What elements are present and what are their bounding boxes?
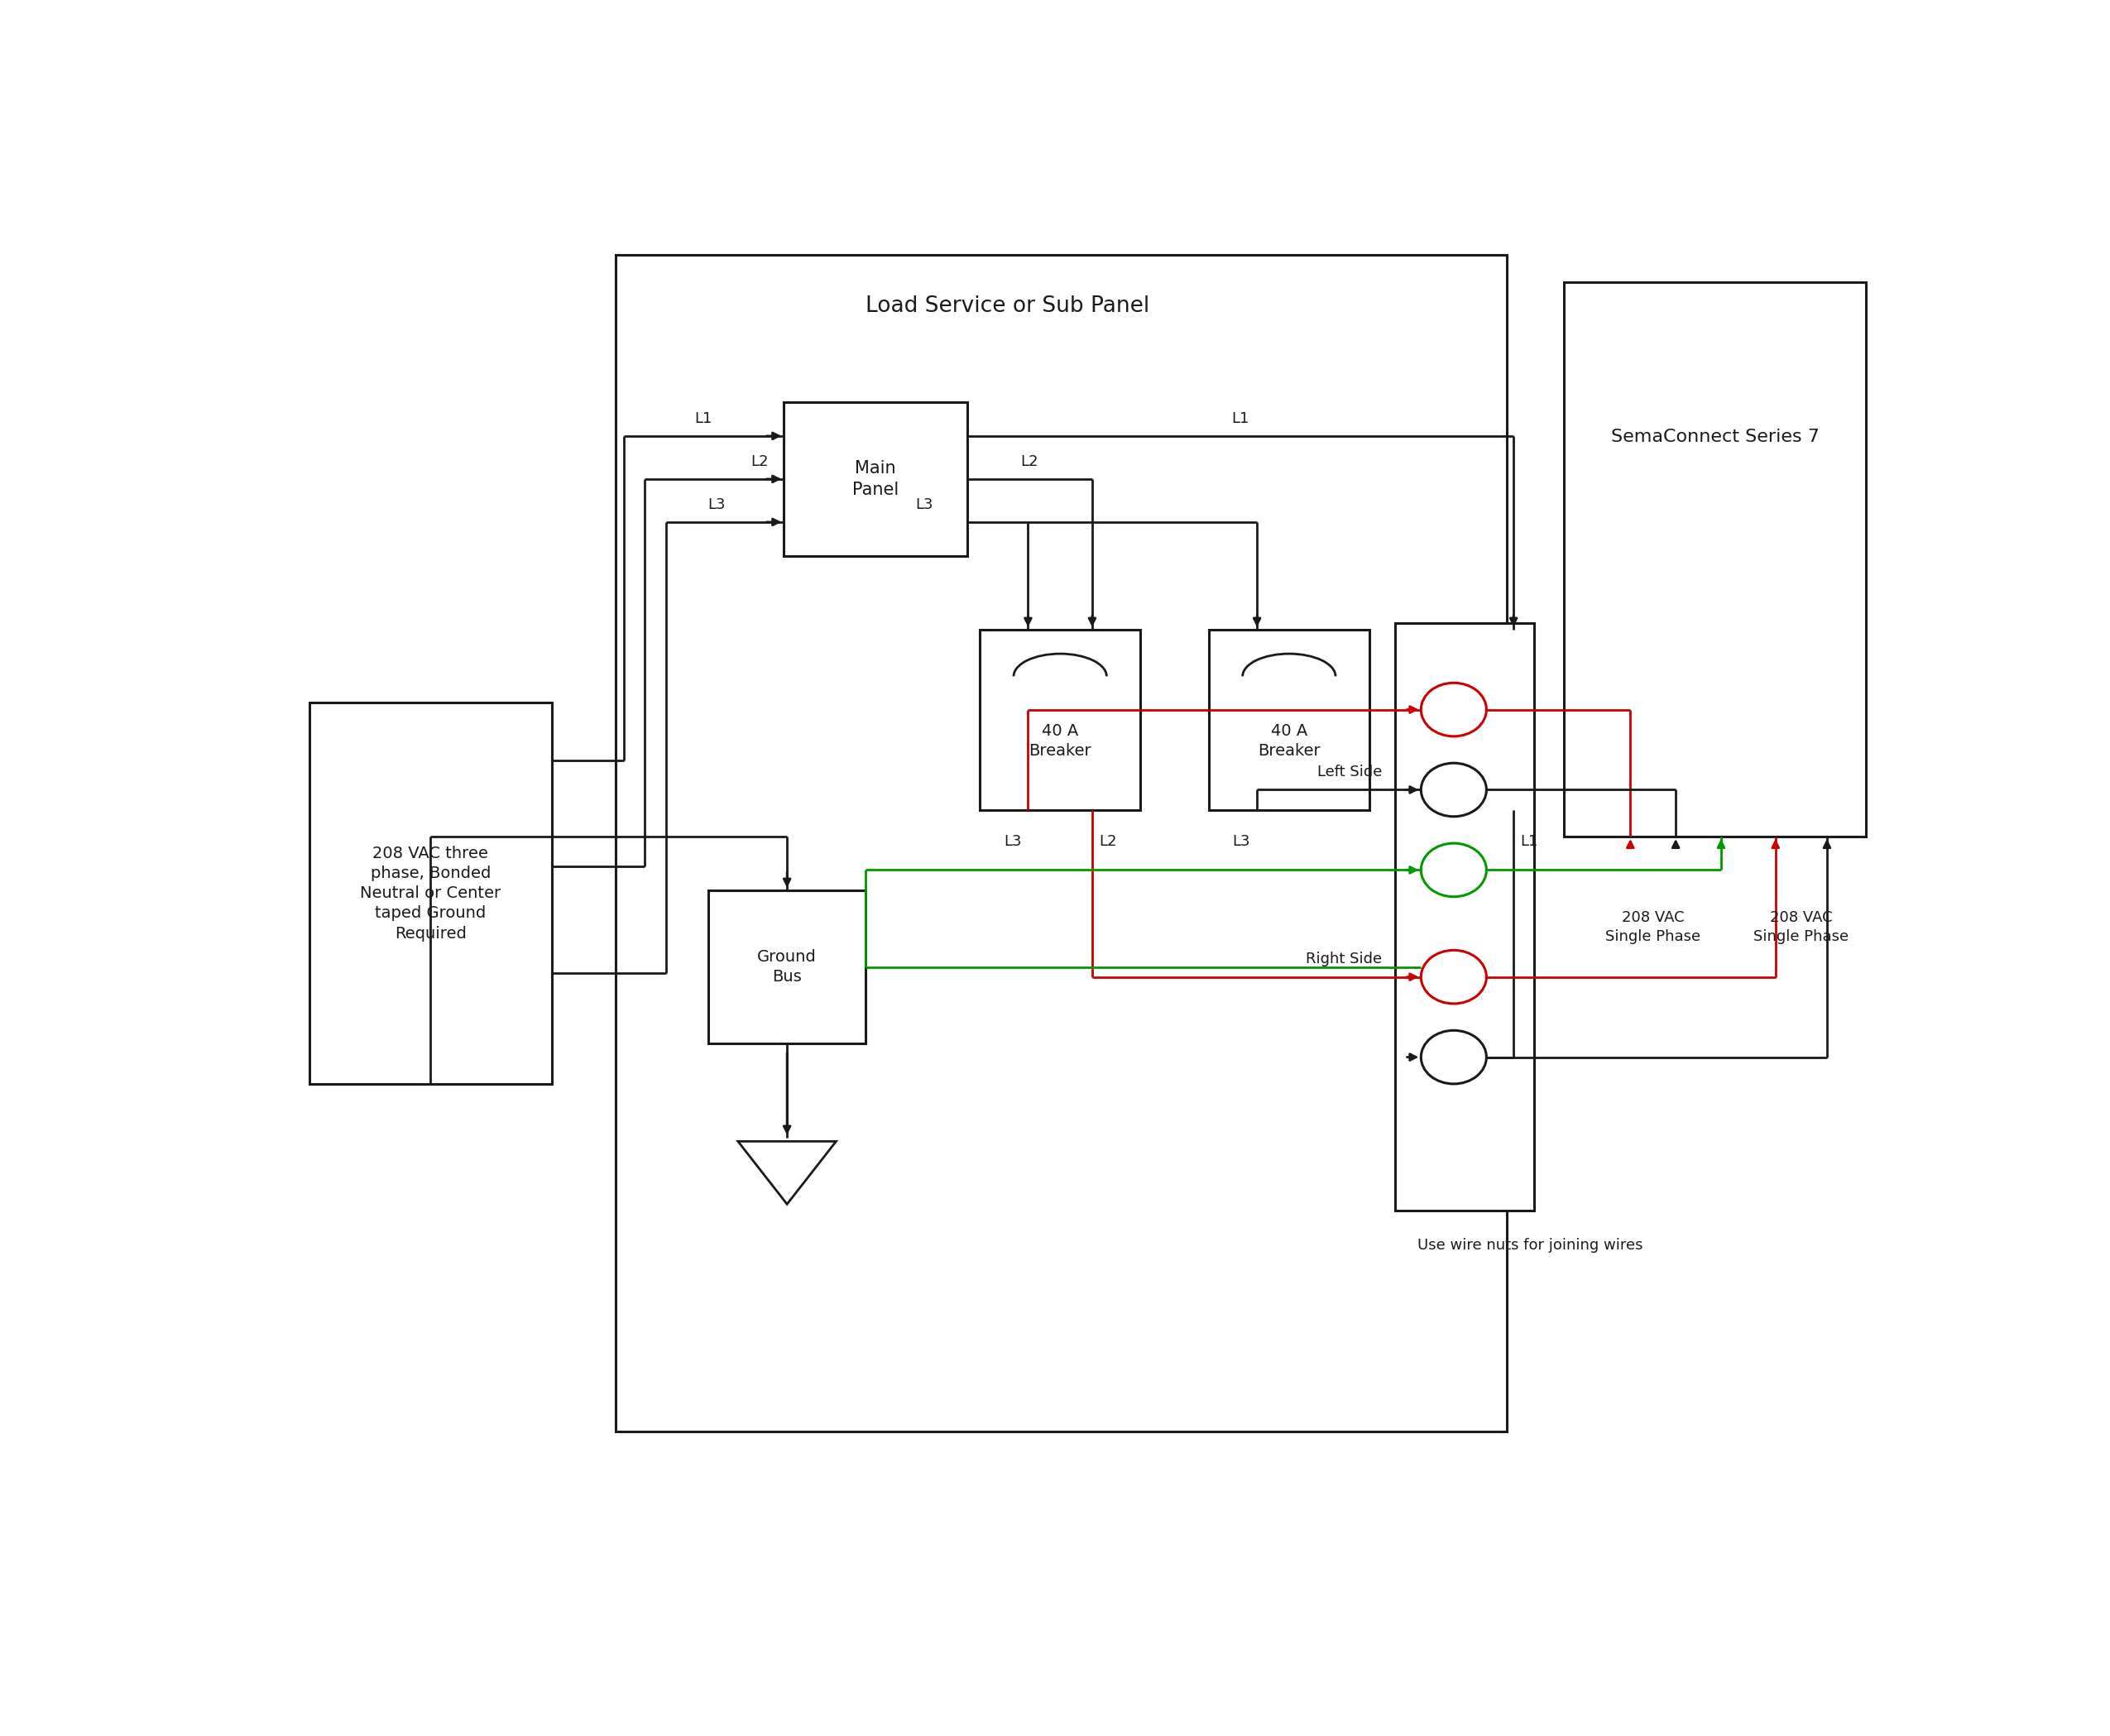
Text: 208 VAC three
phase, Bonded
Neutral or Center
taped Ground
Required: 208 VAC three phase, Bonded Neutral or C… (361, 845, 500, 941)
Text: Use wire nuts for joining wires: Use wire nuts for joining wires (1418, 1238, 1644, 1252)
Text: Left Side: Left Side (1317, 764, 1382, 779)
Text: 40 A
Breaker: 40 A Breaker (1258, 724, 1321, 759)
Text: L2: L2 (1021, 455, 1038, 469)
Text: L2: L2 (1099, 833, 1116, 849)
Text: L1: L1 (1232, 411, 1249, 425)
Circle shape (1420, 764, 1485, 816)
Circle shape (1420, 950, 1485, 1003)
Bar (979, 630, 1139, 809)
Polygon shape (738, 1141, 836, 1205)
Text: L3: L3 (916, 496, 933, 512)
Bar (310, 703, 551, 1083)
Text: L3: L3 (1004, 833, 1021, 849)
Text: L3: L3 (707, 496, 726, 512)
Text: Right Side: Right Side (1306, 951, 1382, 967)
Text: Ground
Bus: Ground Bus (757, 950, 817, 984)
Bar (1209, 630, 1369, 809)
Circle shape (1420, 682, 1485, 736)
Text: L2: L2 (751, 455, 768, 469)
Text: 208 VAC
Single Phase: 208 VAC Single Phase (1606, 910, 1701, 944)
Text: Main
Panel: Main Panel (852, 460, 899, 498)
Text: SemaConnect Series 7: SemaConnect Series 7 (1610, 429, 1819, 446)
Text: Load Service or Sub Panel: Load Service or Sub Panel (865, 295, 1150, 316)
Text: 40 A
Breaker: 40 A Breaker (1030, 724, 1091, 759)
Bar (1564, 281, 1865, 837)
Text: L1: L1 (1519, 833, 1538, 849)
Bar (709, 891, 865, 1043)
Bar (783, 403, 966, 556)
Circle shape (1420, 844, 1485, 898)
Text: 208 VAC
Single Phase: 208 VAC Single Phase (1753, 910, 1848, 944)
Bar (616, 255, 1507, 1432)
Text: L3: L3 (1232, 833, 1251, 849)
Bar (1395, 623, 1534, 1212)
Text: L1: L1 (694, 411, 713, 425)
Circle shape (1420, 1031, 1485, 1083)
